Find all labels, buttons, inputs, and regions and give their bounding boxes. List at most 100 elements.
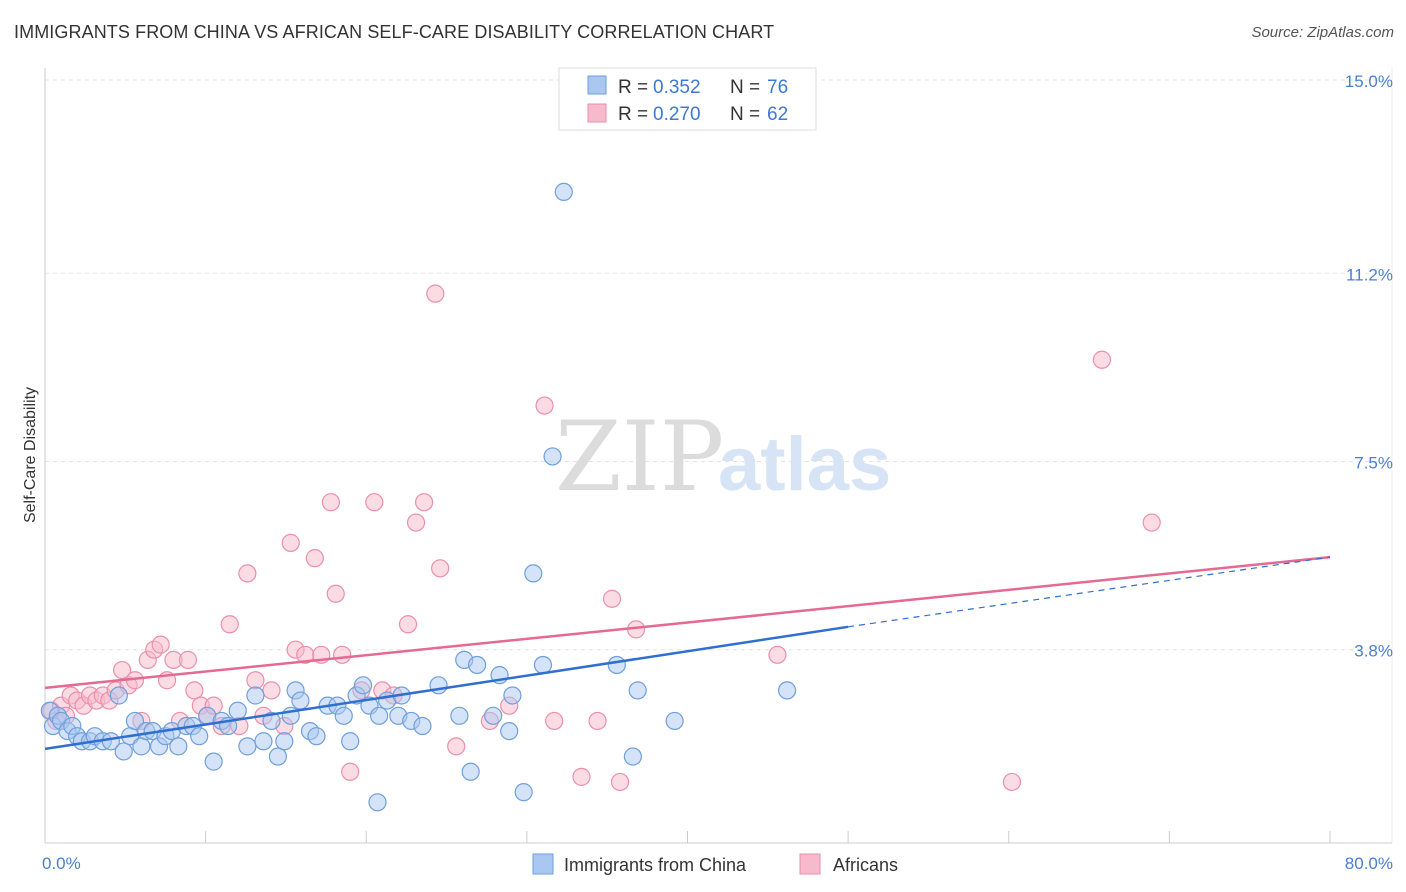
bottom-legend: Immigrants from China Africans [532,853,898,875]
africans-point-53 [447,737,466,756]
grid-lines [45,79,1392,651]
china-point-69 [554,182,573,202]
china-point-31 [238,737,257,756]
china-point-41 [307,727,326,746]
china-point-13 [114,742,133,761]
china-point-16 [132,737,151,756]
africans-point-33 [262,681,281,700]
y-tick-label-0: 3.8% [1354,642,1393,661]
china-point-60 [484,706,503,725]
africans-point-42 [333,645,352,664]
legend-africans-n-label: N = [730,104,760,125]
china-point-12 [109,686,128,705]
africans-point-38 [305,549,324,568]
china-point-22 [169,737,188,756]
legend-china-r-value: 0.352 [653,77,701,98]
watermark-zip: ZIP [555,401,724,513]
africans-point-31 [246,671,265,690]
africans-point-41 [326,584,345,603]
africans-point-51 [426,284,445,303]
china-point-30 [228,701,247,720]
africans-trendline [44,555,1331,690]
china-point-34 [262,711,281,731]
legend-china-r-label: R = [618,77,648,98]
china-points [40,182,797,812]
africans-point-23 [185,681,204,700]
africans-point-35 [281,533,300,552]
china-point-32 [246,686,265,705]
china-point-15 [125,711,145,731]
legend-africans-r-value: 0.270 [653,104,701,125]
legend-box: R = 0.352 N = 76 R = 0.270 N = 62 [558,67,817,131]
y-tick-label-3: 15.0% [1345,72,1393,91]
china-point-39 [291,691,310,710]
china-point-58 [461,762,480,781]
africans-point-65 [1092,350,1112,369]
china-point-72 [628,681,647,700]
trendlines [44,555,1331,751]
china-point-45 [341,732,360,751]
china-point-73 [665,711,684,731]
africans-point-59 [588,711,607,731]
y-axis-label: Self-Care Disability [22,387,39,523]
africans-point-22 [178,650,198,669]
china-point-44 [334,706,353,725]
africans-point-63 [768,645,787,664]
china-point-64 [514,783,533,802]
china-point-67 [533,655,553,675]
watermark-atlas: atlas [718,422,891,507]
axes [44,68,1393,844]
china-point-59 [467,655,487,675]
china-point-49 [370,706,389,725]
china-trendline [44,625,849,751]
china-point-68 [543,447,562,466]
legend-africans-r-label: R = [618,104,648,125]
africans-point-48 [398,615,418,634]
china-point-27 [204,752,223,771]
africans-point-30 [238,564,257,583]
africans-point-66 [1142,513,1161,532]
africans-point-28 [220,615,239,634]
china-point-66 [524,564,543,583]
china-point-36 [275,732,294,751]
legend-africans-n-value: 62 [767,104,788,125]
china-point-70 [607,655,626,675]
africans-point-61 [610,772,630,792]
africans-point-50 [414,493,434,512]
africans-point-45 [365,493,384,512]
bottom-legend-swatch-africans [799,853,821,875]
africans-point-64 [1002,772,1022,792]
x-tick-label-min: 0.0% [42,854,81,873]
africans-point-49 [406,513,426,532]
africans-point-57 [545,711,564,731]
china-point-62 [500,721,519,741]
china-point-55 [429,676,448,695]
china-point-74 [777,681,797,700]
bottom-legend-china: Immigrants from China [564,855,747,875]
y-tick-label-1: 7.5% [1354,454,1393,473]
chart-title: IMMIGRANTS FROM CHINA VS AFRICAN SELF-CA… [14,22,775,42]
china-trendline-extension [848,556,1331,628]
legend-china-n-label: N = [730,77,760,98]
legend-swatch-china [587,75,607,95]
china-point-35 [268,747,288,766]
china-point-33 [254,732,273,751]
china-point-47 [353,676,373,695]
legend-china-n-value: 76 [767,77,788,98]
tick-labels: 3.8% 7.5% 11.2% 15.0% 0.0% 80.0% [42,72,1393,873]
china-point-65 [368,793,387,812]
legend-swatch-africans [587,103,607,123]
bottom-legend-swatch-china [532,853,554,875]
source-label: Source: ZipAtlas.com [1251,24,1394,41]
china-point-54 [413,716,432,736]
africans-point-18 [151,635,170,654]
africans-point-60 [602,589,622,608]
x-tick-label-max: 80.0% [1345,854,1393,873]
y-tick-label-2: 11.2% [1346,265,1393,284]
africans-point-58 [572,767,591,786]
china-point-56 [450,706,469,725]
africans-point-56 [535,396,554,415]
china-point-25 [190,727,209,746]
africans-point-52 [431,559,450,578]
